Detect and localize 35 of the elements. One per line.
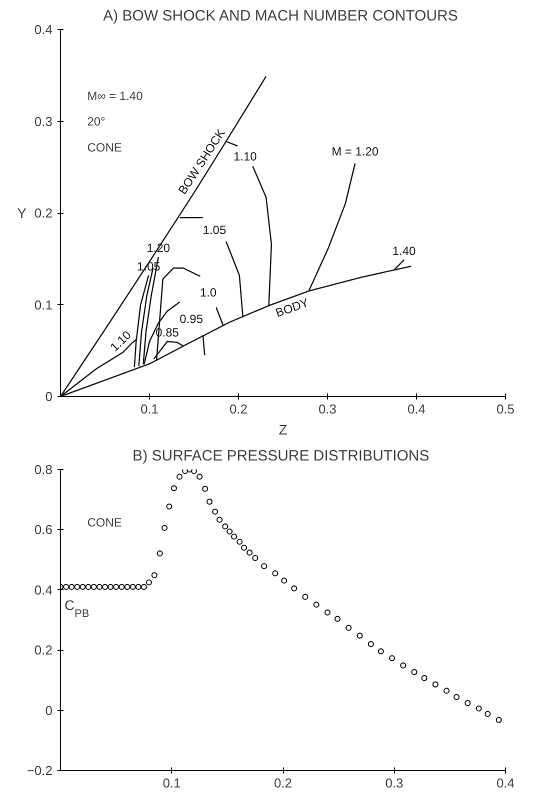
- y-tick-label: 0.2: [34, 642, 53, 658]
- annotation: M∞ = 1.40: [87, 88, 144, 103]
- chart-title: B) SURFACE PRESSURE DISTRIBUTIONS: [132, 448, 430, 464]
- x-tick-label: 0.1: [162, 776, 181, 790]
- x-axis-title: Z: [278, 422, 288, 438]
- x-tick-label: 0.1: [140, 402, 159, 416]
- y-tick-label: 0: [45, 389, 53, 404]
- y-tick-label: 0: [45, 702, 53, 718]
- y-tick-label: 0.4: [34, 582, 53, 598]
- y-tick-label: 0.3: [34, 114, 53, 129]
- x-tick-label: 0.2: [229, 402, 248, 416]
- series-label: 1.10: [233, 150, 258, 164]
- y-tick-label: 0.1: [34, 297, 53, 312]
- y-tick-label: 0.6: [34, 522, 53, 538]
- x-tick-label: 0.2: [274, 776, 292, 790]
- series-label: 1.0: [200, 285, 217, 300]
- y-tick-label: −0.2: [26, 763, 53, 778]
- series-label: 1.40: [392, 244, 416, 258]
- series-label: M = 1.20: [332, 144, 379, 158]
- series-label: 1.05: [202, 223, 226, 238]
- x-tick-label: 0.3: [385, 776, 404, 790]
- series-label: 0.95: [180, 312, 204, 326]
- y-axis-title: Y: [17, 205, 28, 221]
- annotation: CONE: [87, 140, 122, 154]
- x-tick-label: 0.3: [318, 402, 337, 416]
- y-tick-label: 0.4: [34, 22, 53, 37]
- chart-title: A) BOW SHOCK AND MACH NUMBER CONTOURS: [103, 8, 458, 24]
- annotation: 20°: [87, 114, 106, 129]
- y-tick-label: 0.8: [34, 462, 53, 477]
- x-tick-label: 0.4: [496, 776, 515, 790]
- x-tick-label: 0.5: [496, 402, 515, 416]
- text: BODY: [274, 296, 310, 320]
- annotation: CONE: [87, 516, 122, 530]
- y-tick-label: 0.2: [34, 206, 53, 220]
- x-tick-label: 0.4: [407, 402, 426, 416]
